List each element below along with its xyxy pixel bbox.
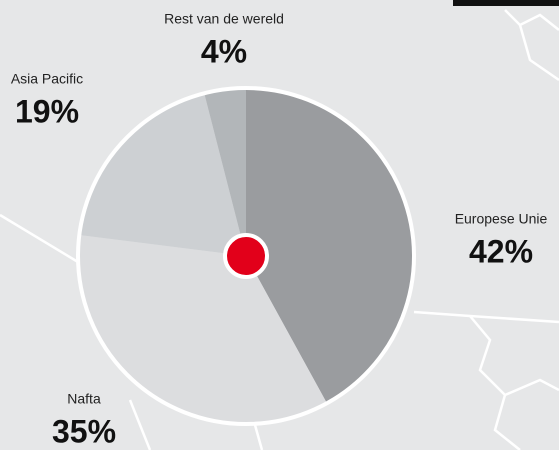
map-lines bbox=[0, 9, 559, 450]
slice-value-label: 19% bbox=[15, 93, 79, 129]
map-line bbox=[0, 213, 79, 264]
top-bar bbox=[453, 0, 559, 6]
map-line bbox=[128, 399, 152, 450]
pie-outline bbox=[76, 86, 416, 426]
slice-value-label: 35% bbox=[52, 413, 116, 449]
map-line bbox=[518, 24, 559, 82]
slice-value-label: 4% bbox=[201, 33, 247, 69]
pie-slice bbox=[246, 88, 415, 404]
pie-slice bbox=[79, 93, 246, 256]
pie-slice bbox=[204, 88, 246, 256]
slice-name: Rest van de wereld bbox=[164, 11, 284, 27]
map-line bbox=[504, 9, 559, 31]
slice-value-label: 42% bbox=[469, 233, 533, 269]
map-line bbox=[504, 378, 559, 397]
slice-name: Nafta bbox=[67, 391, 101, 407]
slice-name: Asia Pacific bbox=[11, 71, 83, 87]
map-line bbox=[469, 315, 521, 450]
slice-name: Europese Unie bbox=[455, 211, 548, 227]
pie-slice bbox=[77, 234, 327, 425]
center-dot bbox=[223, 233, 269, 279]
pie bbox=[77, 88, 415, 425]
map-line bbox=[253, 424, 264, 450]
